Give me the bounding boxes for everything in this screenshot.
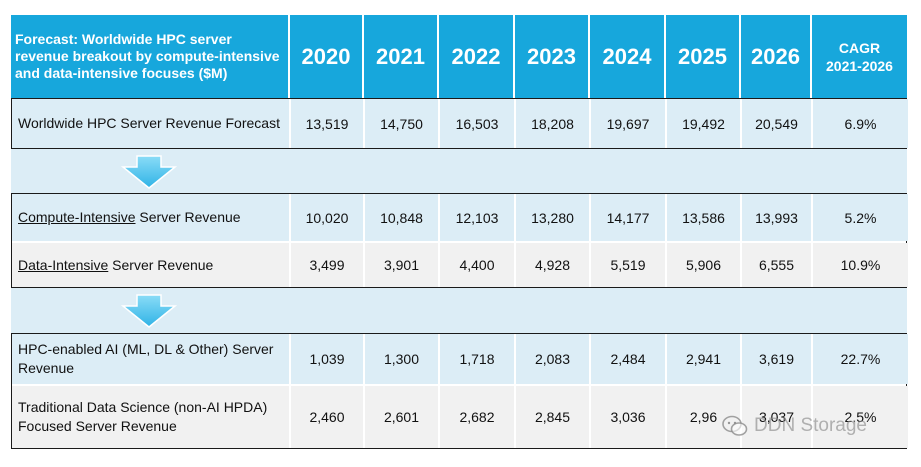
value-cell: 5,906 <box>667 243 742 287</box>
hpc-revenue-table: Forecast: Worldwide HPC server revenue b… <box>11 15 908 449</box>
table-row: Traditional Data Science (non-AI HPDA) F… <box>12 386 908 448</box>
value-cell: 18,208 <box>516 99 591 148</box>
value-cell: 3,901 <box>365 243 440 287</box>
year-header: 2026 <box>741 15 812 98</box>
value-cell: 10,848 <box>365 194 440 241</box>
value-cell: 3,037 <box>742 386 813 448</box>
year-header: 2023 <box>515 15 590 98</box>
value-cell: 13,586 <box>667 194 742 241</box>
row-label: Worldwide HPC Server Revenue Forecast <box>12 99 291 148</box>
value-cell: 12,103 <box>440 194 516 241</box>
year-header: 2022 <box>439 15 515 98</box>
value-cell: 16,503 <box>440 99 516 148</box>
value-cell: 14,750 <box>365 99 440 148</box>
row-label-rest: Server Revenue <box>135 209 241 225</box>
value-cell: 2,941 <box>667 334 742 384</box>
table-header: Forecast: Worldwide HPC server revenue b… <box>11 15 907 98</box>
row-label-underlined: Data-Intensive <box>18 256 109 273</box>
value-cell: 3,619 <box>742 334 813 384</box>
value-cell: 19,697 <box>591 99 667 148</box>
table-title: Forecast: Worldwide HPC server revenue b… <box>11 15 290 98</box>
down-arrow-icon <box>121 294 177 328</box>
table-row: Data-Intensive Server Revenue 3,499 3,90… <box>12 243 908 287</box>
value-cell: 1,300 <box>365 334 440 384</box>
row-label: Compute-Intensive Server Revenue <box>12 194 291 241</box>
value-cell: 13,519 <box>291 99 365 148</box>
value-cell: 19,492 <box>667 99 742 148</box>
value-cell: 1,039 <box>291 334 365 384</box>
value-cell: 2,845 <box>516 386 591 448</box>
cagr-cell: 2.5% <box>813 386 908 448</box>
value-cell: 1,718 <box>440 334 516 384</box>
value-cell: 14,177 <box>591 194 667 241</box>
value-cell: 4,928 <box>516 243 591 287</box>
value-cell: 3,499 <box>291 243 365 287</box>
value-cell: 13,280 <box>516 194 591 241</box>
row-label-rest: Server Revenue <box>108 256 214 273</box>
ai-group: HPC-enabled AI (ML, DL & Other) Server R… <box>11 333 908 449</box>
table-row: HPC-enabled AI (ML, DL & Other) Server R… <box>12 334 908 386</box>
value-cell: 2,484 <box>591 334 667 384</box>
value-cell: 3,036 <box>591 386 667 448</box>
year-header: 2024 <box>590 15 666 98</box>
arrow-separator <box>11 149 907 193</box>
row-label: Traditional Data Science (non-AI HPDA) F… <box>12 386 291 448</box>
cagr-cell: 5.2% <box>813 194 908 241</box>
table-row: Worldwide HPC Server Revenue Forecast 13… <box>12 99 908 148</box>
watermark-text: DDN Storage <box>754 415 867 436</box>
cagr-header-line1: CAGR <box>838 39 881 56</box>
cagr-cell: 22.7% <box>813 334 908 384</box>
watermark: DDN Storage <box>722 412 897 440</box>
cagr-cell: 10.9% <box>813 243 908 287</box>
arrow-separator <box>11 288 907 333</box>
value-cell: 2,083 <box>516 334 591 384</box>
intensity-group: Compute-Intensive Server Revenue 10,020 … <box>11 193 908 288</box>
total-group: Worldwide HPC Server Revenue Forecast 13… <box>11 98 908 149</box>
value-cell: 6,555 <box>742 243 813 287</box>
wechat-icon <box>722 415 748 436</box>
year-header: 2020 <box>290 15 364 98</box>
cagr-header-line2: 2021-2026 <box>826 57 893 74</box>
cagr-cell: 6.9% <box>813 99 908 148</box>
value-cell: 13,993 <box>742 194 813 241</box>
value-cell: 2,460 <box>291 386 365 448</box>
table-row: Compute-Intensive Server Revenue 10,020 … <box>12 194 908 243</box>
value-cell: 10,020 <box>291 194 365 241</box>
value-cell: 2,601 <box>365 386 440 448</box>
year-header: 2025 <box>666 15 741 98</box>
cagr-header: CAGR 2021-2026 <box>812 15 907 98</box>
value-cell: 4,400 <box>440 243 516 287</box>
year-header: 2021 <box>364 15 439 98</box>
row-label: Data-Intensive Server Revenue <box>12 243 291 287</box>
value-cell: 5,519 <box>591 243 667 287</box>
value-cell: 20,549 <box>742 99 813 148</box>
down-arrow-icon <box>121 155 177 189</box>
row-label-underlined: Compute-Intensive <box>18 209 136 225</box>
value-cell: 2,682 <box>440 386 516 448</box>
row-label: HPC-enabled AI (ML, DL & Other) Server R… <box>12 334 291 384</box>
